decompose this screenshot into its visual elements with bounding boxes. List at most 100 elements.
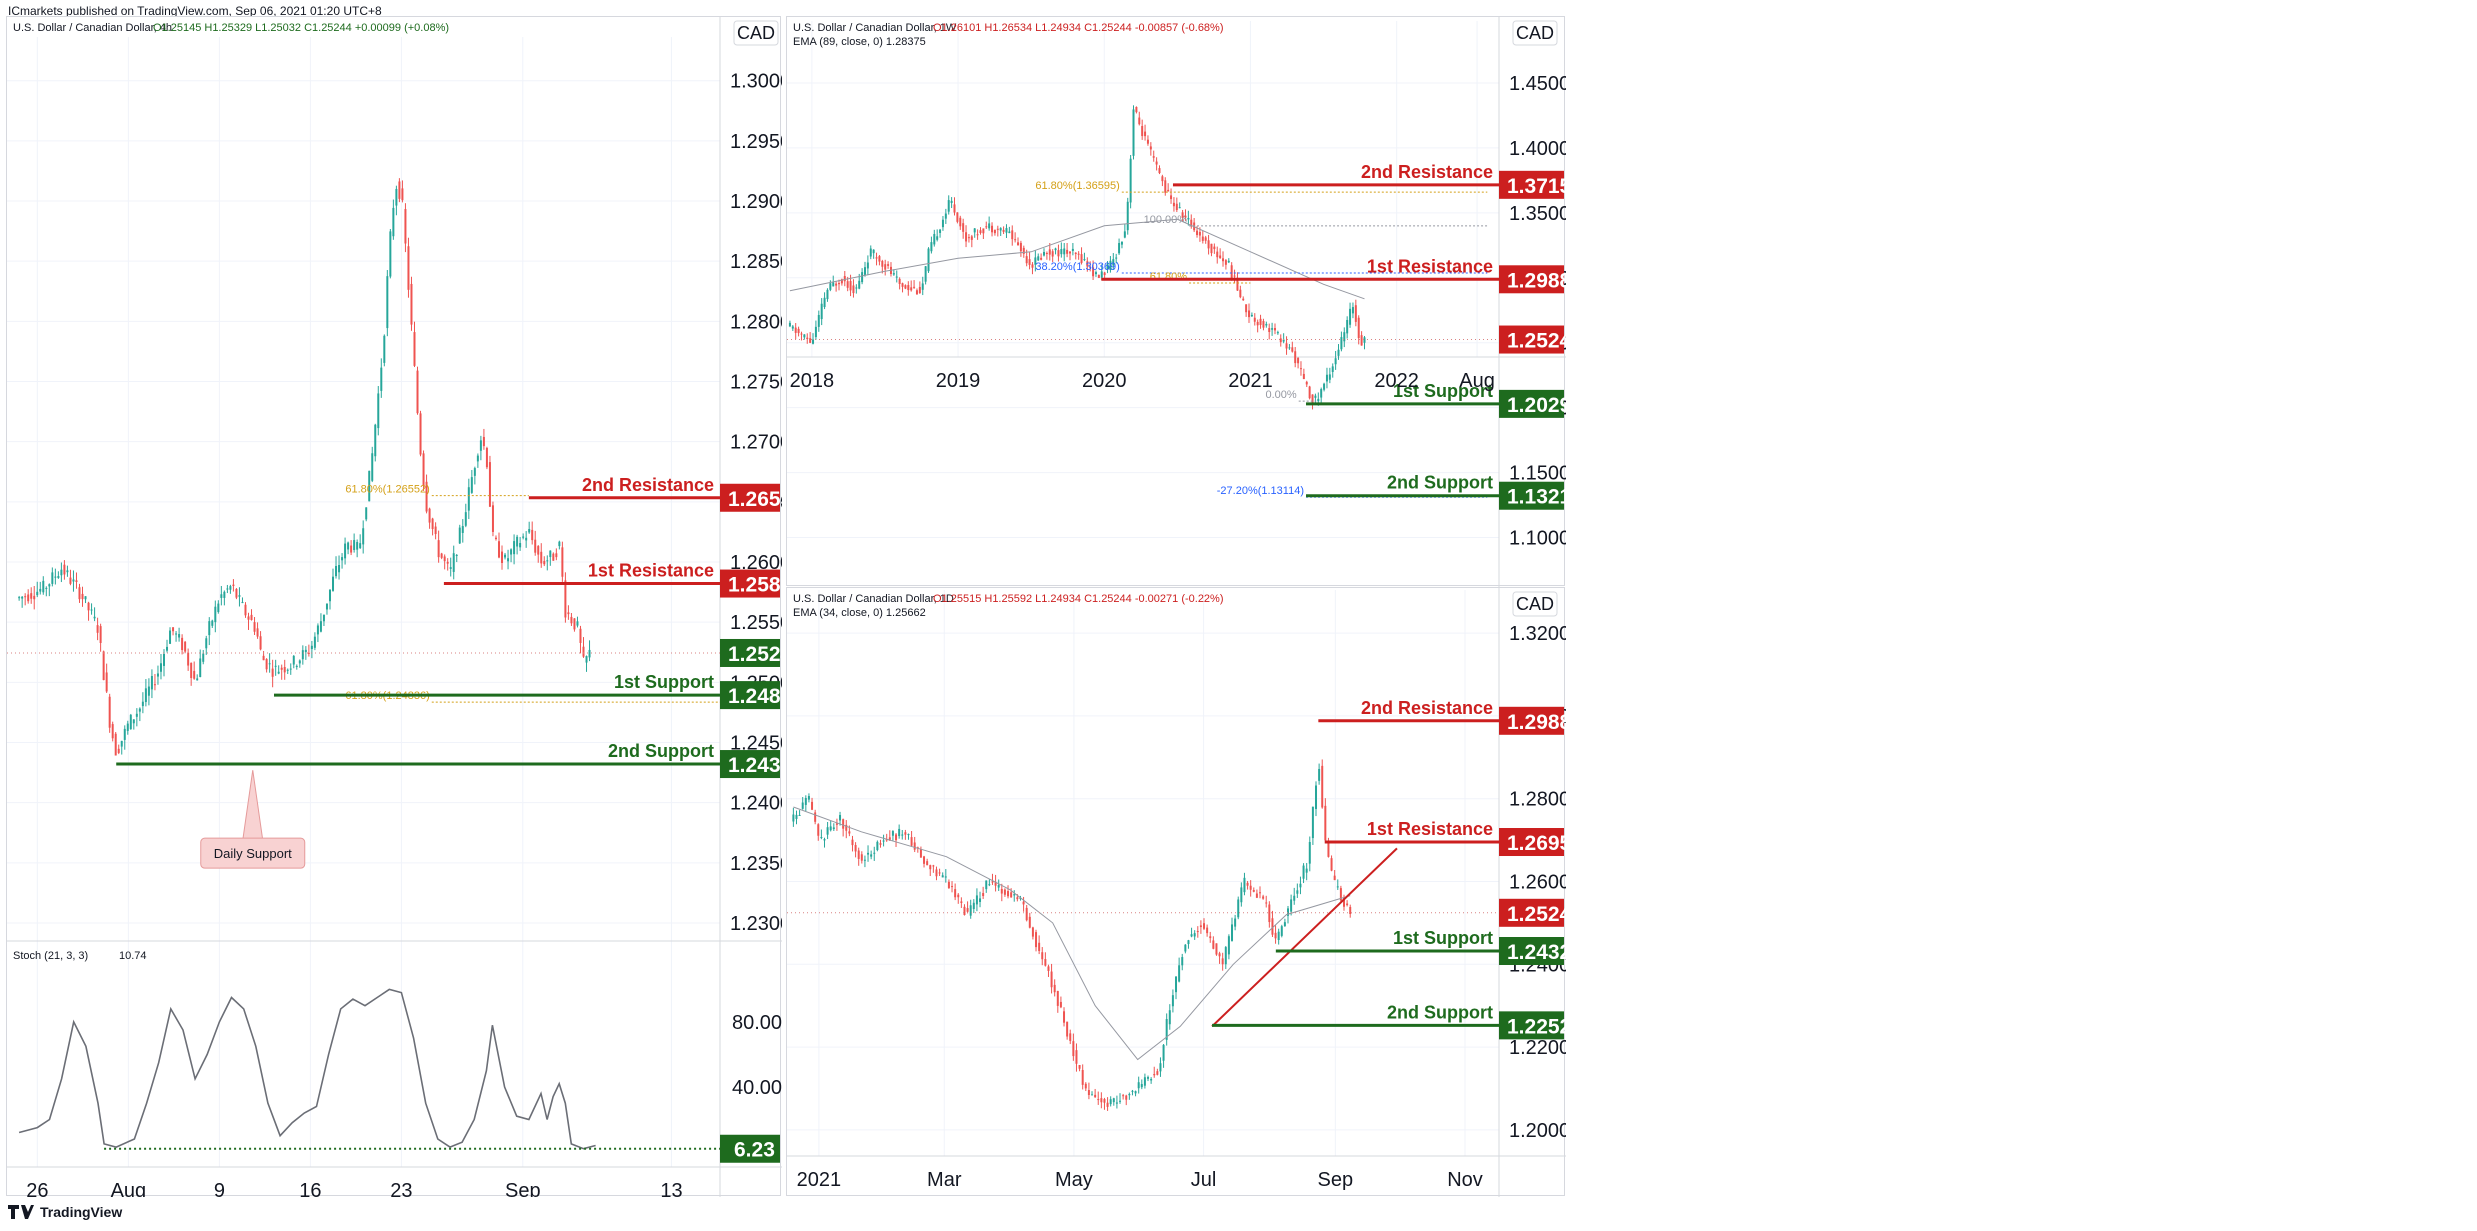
candle-body — [271, 668, 274, 677]
candle-body — [256, 628, 259, 637]
y-tick-label: 1.35000 — [1509, 203, 1566, 225]
candle-body — [839, 815, 842, 821]
candle-body — [1299, 368, 1302, 370]
candle-body — [1120, 241, 1123, 245]
candle-body — [377, 393, 380, 429]
candle-body — [392, 207, 395, 237]
candle-body — [1123, 231, 1126, 238]
level-label: 1st Support — [614, 672, 714, 692]
candle-body — [1236, 278, 1239, 291]
candle-body — [75, 580, 78, 582]
level-price-text: 1.37156 — [1507, 175, 1566, 198]
candle-body — [576, 621, 579, 626]
candle-body — [1297, 357, 1300, 364]
candle-body — [1161, 176, 1164, 182]
candle-body — [1315, 785, 1318, 809]
level-label: 2nd Resistance — [1361, 698, 1493, 718]
candle-body — [809, 338, 812, 343]
candle-body — [401, 188, 404, 201]
candle-body — [120, 740, 123, 747]
y-tick-label: 1.23000 — [730, 913, 782, 935]
candle-body — [954, 889, 957, 898]
x-tick-label: 2020 — [1082, 370, 1127, 392]
y-tick-label: 1.28000 — [1509, 789, 1566, 811]
candle-body — [588, 649, 591, 658]
candle-body — [832, 282, 835, 287]
candle-body — [794, 327, 797, 333]
y-tick-label: 1.40000 — [1509, 138, 1566, 160]
candle-body — [835, 823, 838, 825]
candle-body — [1129, 158, 1132, 203]
level-price-tag — [720, 681, 780, 710]
candle-body — [970, 236, 973, 240]
y-tick-label: 1.28500 — [730, 251, 782, 273]
candle-body — [826, 827, 829, 835]
candle-body — [843, 275, 846, 282]
current-price-tag — [1499, 325, 1564, 354]
candle-body — [1159, 1063, 1162, 1072]
candle-body — [166, 646, 169, 651]
candle-body — [407, 246, 410, 290]
candle-body — [1302, 865, 1305, 879]
candle-body — [1041, 952, 1044, 960]
candle-body — [244, 604, 247, 616]
candle-body — [1308, 386, 1311, 399]
candle-body — [428, 508, 431, 523]
candle-body — [1126, 201, 1129, 231]
candle-body — [452, 553, 455, 572]
footer-brand: TradingView — [40, 1204, 123, 1220]
candle-body — [851, 839, 854, 846]
candle-body — [919, 849, 922, 858]
level-price-tag — [1499, 706, 1564, 735]
candle-body — [1357, 317, 1360, 339]
candle-body — [365, 507, 368, 520]
candle-body — [479, 440, 482, 451]
chart-svg-weekly: 61.80%(1.36595) 38.20%(1.30369) 100.00% 61.… — [787, 17, 1566, 587]
candle-body — [60, 569, 63, 576]
chart-panel-4h[interactable]: 61.80%(1.26552)-61.80%(1.24836)2nd Resis… — [6, 16, 782, 1197]
candle-body — [985, 880, 988, 890]
level-price-tag — [1499, 170, 1564, 199]
candle-body — [1234, 918, 1237, 927]
candle-body — [1106, 1102, 1109, 1107]
y-tick-label: 1.10000 — [1509, 528, 1566, 550]
candle-body — [1069, 1033, 1072, 1041]
candle-body — [1156, 1071, 1159, 1075]
candle-body — [235, 588, 238, 598]
candle-body — [1340, 337, 1343, 350]
y-tick-label: 1.29500 — [730, 131, 782, 153]
candle-body — [1175, 976, 1178, 993]
chart-panel-daily[interactable]: 2nd Resistance 1st Resistance 1st Support 2… — [786, 587, 1566, 1197]
y-tick-label: 1.27000 — [730, 432, 782, 454]
candle-body — [51, 572, 54, 584]
candle-body — [1227, 936, 1230, 955]
candle-body — [27, 594, 30, 602]
candle-body — [1153, 1073, 1156, 1076]
x-tick-label: Nov — [1447, 1169, 1483, 1191]
currency-label: CAD — [1516, 23, 1554, 43]
candle-body — [849, 281, 852, 291]
candle-body — [96, 625, 99, 633]
candle-body — [876, 841, 879, 851]
candle-body — [929, 865, 932, 870]
candle-body — [33, 595, 36, 600]
candle-body — [1285, 343, 1288, 349]
candle-body — [1000, 888, 1003, 894]
chart-panel-weekly[interactable]: 61.80%(1.36595) 38.20%(1.30369) 100.00% 61.… — [786, 16, 1566, 587]
candle-body — [814, 812, 817, 822]
candle-body — [855, 287, 858, 289]
x-tick-label: 9 — [214, 1180, 225, 1197]
candle-body — [184, 641, 187, 652]
candle-body — [561, 547, 564, 577]
candle-body — [804, 798, 807, 805]
candle-body — [513, 541, 516, 555]
callout-box — [200, 837, 306, 869]
candle-body — [247, 616, 250, 620]
candle-body — [845, 824, 848, 831]
candle-body — [979, 230, 982, 233]
candle-body — [208, 621, 211, 636]
candle-body — [259, 636, 262, 650]
candle-body — [817, 315, 820, 327]
candle-body — [522, 536, 525, 538]
candle-body — [135, 713, 138, 717]
